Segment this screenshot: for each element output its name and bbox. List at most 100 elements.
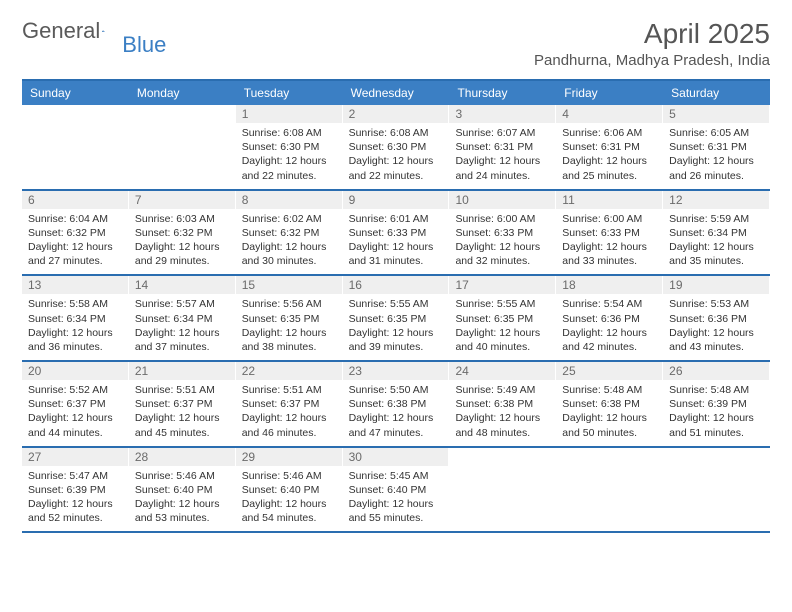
day-number: 8 (242, 193, 249, 207)
daylight-text: Daylight: 12 hours (135, 240, 229, 254)
daylight-text: Daylight: 12 hours (669, 154, 763, 168)
daylight-text: Daylight: 12 hours (455, 326, 549, 340)
daylight-text: and 44 minutes. (28, 426, 122, 440)
sunset-text: Sunset: 6:31 PM (669, 140, 763, 154)
daylight-text: Daylight: 12 hours (135, 411, 229, 425)
daylight-text: and 25 minutes. (562, 169, 656, 183)
day-header: Thursday (449, 81, 556, 105)
week-row: 20Sunrise: 5:52 AMSunset: 6:37 PMDayligh… (22, 362, 770, 448)
day-cell: 26Sunrise: 5:48 AMSunset: 6:39 PMDayligh… (663, 362, 770, 446)
sunrise-text: Sunrise: 5:48 AM (669, 383, 763, 397)
sunset-text: Sunset: 6:40 PM (242, 483, 336, 497)
sunset-text: Sunset: 6:40 PM (135, 483, 229, 497)
day-header: Sunday (22, 81, 129, 105)
daylight-text: Daylight: 12 hours (669, 326, 763, 340)
day-number: 1 (242, 107, 249, 121)
day-number: 22 (242, 364, 255, 378)
day-number: 13 (28, 278, 41, 292)
sunset-text: Sunset: 6:33 PM (455, 226, 549, 240)
day-cell: 7Sunrise: 6:03 AMSunset: 6:32 PMDaylight… (129, 191, 236, 275)
day-number-row: 30 (343, 448, 449, 466)
daylight-text: Daylight: 12 hours (455, 240, 549, 254)
sunrise-text: Sunrise: 6:03 AM (135, 212, 229, 226)
month-title: April 2025 (534, 18, 770, 50)
sunset-text: Sunset: 6:38 PM (562, 397, 656, 411)
day-header: Monday (129, 81, 236, 105)
daylight-text: Daylight: 12 hours (562, 240, 656, 254)
logo-text-1: General (22, 18, 100, 44)
sunset-text: Sunset: 6:32 PM (28, 226, 122, 240)
day-number-row: 27 (22, 448, 128, 466)
day-number: 17 (455, 278, 468, 292)
sunrise-text: Sunrise: 6:02 AM (242, 212, 336, 226)
sunset-text: Sunset: 6:30 PM (349, 140, 443, 154)
day-cell: 6Sunrise: 6:04 AMSunset: 6:32 PMDaylight… (22, 191, 129, 275)
daylight-text: Daylight: 12 hours (669, 240, 763, 254)
daylight-text: Daylight: 12 hours (349, 497, 443, 511)
sunrise-text: Sunrise: 5:46 AM (242, 469, 336, 483)
daylight-text: and 33 minutes. (562, 254, 656, 268)
sunset-text: Sunset: 6:37 PM (135, 397, 229, 411)
day-number: 21 (135, 364, 148, 378)
daylight-text: Daylight: 12 hours (242, 154, 336, 168)
day-number: 28 (135, 450, 148, 464)
sunset-text: Sunset: 6:35 PM (349, 312, 443, 326)
day-number-row: 10 (449, 191, 555, 209)
day-cell: 9Sunrise: 6:01 AMSunset: 6:33 PMDaylight… (343, 191, 450, 275)
day-number: 2 (349, 107, 356, 121)
empty-cell (22, 105, 129, 189)
daylight-text: and 48 minutes. (455, 426, 549, 440)
sunset-text: Sunset: 6:38 PM (455, 397, 549, 411)
sunset-text: Sunset: 6:39 PM (28, 483, 122, 497)
daylight-text: Daylight: 12 hours (562, 326, 656, 340)
day-cell: 28Sunrise: 5:46 AMSunset: 6:40 PMDayligh… (129, 448, 236, 532)
day-number-row: 5 (663, 105, 769, 123)
empty-cell (449, 448, 556, 532)
sunset-text: Sunset: 6:36 PM (562, 312, 656, 326)
sunrise-text: Sunrise: 5:59 AM (669, 212, 763, 226)
sunset-text: Sunset: 6:38 PM (349, 397, 443, 411)
day-number: 5 (669, 107, 676, 121)
day-number: 6 (28, 193, 35, 207)
day-number-row: 11 (556, 191, 662, 209)
daylight-text: and 24 minutes. (455, 169, 549, 183)
daylight-text: and 50 minutes. (562, 426, 656, 440)
day-cell: 8Sunrise: 6:02 AMSunset: 6:32 PMDaylight… (236, 191, 343, 275)
day-cell: 24Sunrise: 5:49 AMSunset: 6:38 PMDayligh… (449, 362, 556, 446)
day-number-row: 21 (129, 362, 235, 380)
sunrise-text: Sunrise: 6:05 AM (669, 126, 763, 140)
sunset-text: Sunset: 6:34 PM (28, 312, 122, 326)
daylight-text: Daylight: 12 hours (455, 154, 549, 168)
sunrise-text: Sunrise: 6:04 AM (28, 212, 122, 226)
day-number: 4 (562, 107, 569, 121)
day-cell: 16Sunrise: 5:55 AMSunset: 6:35 PMDayligh… (343, 276, 450, 360)
day-number-row: 17 (449, 276, 555, 294)
daylight-text: Daylight: 12 hours (135, 326, 229, 340)
day-number-row: 16 (343, 276, 449, 294)
day-number-row: 7 (129, 191, 235, 209)
day-number: 24 (455, 364, 468, 378)
day-number-row: 8 (236, 191, 342, 209)
title-block: April 2025 Pandhurna, Madhya Pradesh, In… (534, 18, 770, 69)
day-number: 9 (349, 193, 356, 207)
daylight-text: and 46 minutes. (242, 426, 336, 440)
sunset-text: Sunset: 6:39 PM (669, 397, 763, 411)
day-number-row: 14 (129, 276, 235, 294)
day-cell: 18Sunrise: 5:54 AMSunset: 6:36 PMDayligh… (556, 276, 663, 360)
sunrise-text: Sunrise: 6:01 AM (349, 212, 443, 226)
day-cell: 27Sunrise: 5:47 AMSunset: 6:39 PMDayligh… (22, 448, 129, 532)
daylight-text: Daylight: 12 hours (349, 154, 443, 168)
day-number-row: 4 (556, 105, 662, 123)
daylight-text: and 26 minutes. (669, 169, 763, 183)
daylight-text: and 47 minutes. (349, 426, 443, 440)
logo-text-2: Blue (122, 32, 166, 58)
daylight-text: Daylight: 12 hours (135, 497, 229, 511)
sunset-text: Sunset: 6:37 PM (28, 397, 122, 411)
sunset-text: Sunset: 6:32 PM (242, 226, 336, 240)
daylight-text: and 36 minutes. (28, 340, 122, 354)
day-number: 12 (669, 193, 682, 207)
empty-cell (556, 448, 663, 532)
header: General Blue April 2025 Pandhurna, Madhy… (22, 18, 770, 69)
day-number: 16 (349, 278, 362, 292)
daylight-text: Daylight: 12 hours (562, 411, 656, 425)
